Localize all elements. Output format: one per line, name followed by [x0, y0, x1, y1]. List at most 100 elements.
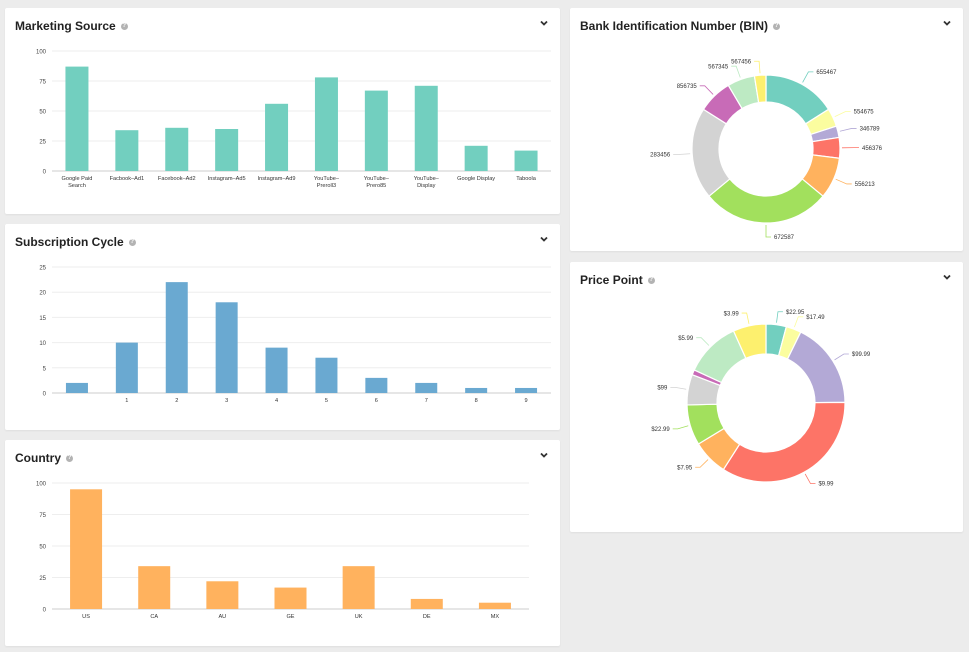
marketing-source-title-text: Marketing Source	[15, 19, 116, 33]
subscription-cycle-card: Subscription Cycle ? 0 5 10 15 20 25 1 2 3 4 5 6 7 8 9	[5, 224, 560, 430]
y-tick-label: 0	[43, 170, 47, 176]
slice-label: $7.95	[677, 465, 693, 471]
x-tick-label: Instagram–Ad9	[258, 176, 296, 182]
info-icon[interactable]: ?	[120, 22, 128, 30]
country-title: Country ?	[15, 451, 73, 465]
x-tick-label: Prero85	[366, 183, 386, 189]
info-icon[interactable]: ?	[66, 454, 73, 462]
bar	[478, 602, 511, 609]
x-tick-label: 1	[125, 398, 128, 404]
slice-label: 456376	[862, 146, 883, 152]
marketing-source-title: Marketing Source ?	[15, 19, 128, 33]
leader-line	[835, 178, 852, 185]
leader-line	[731, 65, 741, 78]
leader-line	[834, 353, 849, 361]
info-icon[interactable]: ?	[128, 238, 136, 246]
donut-slice	[753, 74, 767, 104]
slice-label: $9.99	[818, 482, 834, 488]
y-tick-label: 100	[36, 482, 47, 488]
bar	[415, 382, 438, 393]
y-tick-label: 50	[39, 545, 46, 551]
bar	[365, 377, 388, 393]
slice-label: $22.95	[786, 310, 805, 316]
leader-line	[696, 337, 710, 346]
donut-slice	[786, 331, 846, 404]
chevron-down-icon[interactable]	[538, 449, 550, 461]
leader-line	[695, 459, 709, 468]
x-tick-label: YouTube–	[314, 176, 340, 182]
bar	[265, 347, 288, 393]
donut-slice	[708, 178, 824, 224]
y-tick-label: 10	[39, 341, 46, 347]
slice-label: $22.99	[651, 427, 670, 433]
leader-line	[670, 386, 687, 390]
bar	[464, 145, 488, 171]
slice-label: 556213	[855, 182, 876, 188]
y-tick-label: 0	[43, 392, 47, 398]
chevron-down-icon[interactable]	[941, 17, 953, 29]
x-tick-label: 8	[475, 398, 478, 404]
info-icon[interactable]: ?	[647, 276, 655, 284]
y-tick-label: 50	[39, 110, 46, 116]
x-tick-label: Display	[417, 183, 436, 189]
x-tick-label: Facebook–Ad2	[158, 176, 196, 182]
x-tick-label: Taboola	[516, 176, 536, 182]
country-title-text: Country	[15, 451, 61, 465]
bar	[410, 598, 443, 609]
chevron-down-icon[interactable]	[538, 17, 550, 29]
y-tick-label: 75	[39, 80, 46, 86]
x-tick-label: GE	[286, 614, 294, 620]
leader-line	[673, 153, 691, 155]
x-tick-label: Preroll3	[317, 183, 336, 189]
y-tick-label: 75	[39, 513, 46, 519]
bar	[274, 587, 307, 609]
bin-donut-chart: 655467 554675 346789 456376 556213 672587 2834…	[650, 59, 883, 241]
bin-title: Bank Identification Number (BIN) ?	[580, 19, 781, 33]
x-tick-label: YouTube–	[364, 176, 390, 182]
marketing-source-card: Marketing Source ? 0 25 50 75 100 Google Paid…	[5, 8, 560, 214]
bar	[315, 357, 338, 393]
bar	[65, 66, 89, 171]
bar	[138, 566, 171, 609]
bar	[414, 85, 438, 171]
y-tick-label: 25	[39, 140, 46, 146]
slice-label: $17.49	[806, 315, 825, 321]
country-chart: 0 25 50 75 100 US CA AU GE UK DE MX	[36, 482, 529, 620]
bar	[514, 150, 538, 171]
x-tick-label: AU	[218, 614, 226, 620]
subscription-cycle-title-text: Subscription Cycle	[15, 235, 124, 249]
x-tick-label: Google Paid	[62, 176, 93, 182]
x-tick-label: 4	[275, 398, 278, 404]
x-tick-label: YouTube–	[414, 176, 440, 182]
x-tick-label: 5	[325, 398, 328, 404]
x-tick-label: Google Display	[457, 176, 495, 182]
y-tick-label: 20	[39, 291, 46, 297]
bar	[165, 282, 188, 393]
chevron-down-icon[interactable]	[941, 271, 953, 283]
leader-line	[802, 71, 814, 83]
chevron-down-icon[interactable]	[538, 233, 550, 245]
bar	[70, 489, 103, 609]
slice-label: 655467	[816, 70, 837, 76]
x-tick-label: UK	[355, 614, 363, 620]
info-icon[interactable]: ?	[773, 22, 781, 30]
donut-slice	[722, 401, 846, 483]
price-point-title-text: Price Point	[580, 273, 643, 287]
leader-line	[794, 316, 804, 328]
y-tick-label: 100	[36, 50, 47, 56]
slice-label: 346789	[860, 127, 881, 133]
leader-line	[699, 85, 714, 95]
bar	[65, 382, 88, 393]
bar	[165, 127, 189, 171]
y-tick-label: 0	[43, 608, 47, 614]
bar	[515, 387, 538, 393]
price-point-card: Price Point ? $22.95 $17.49 $99.99 $9.99 $7.…	[570, 262, 963, 532]
x-tick-label: 7	[425, 398, 428, 404]
x-tick-label: Instagram–Ad5	[208, 176, 246, 182]
y-tick-label: 25	[39, 576, 46, 582]
slice-label: 554675	[854, 110, 875, 116]
x-tick-label: 9	[524, 398, 527, 404]
bar	[314, 77, 338, 171]
donut-slice	[732, 323, 767, 360]
bar	[364, 90, 388, 171]
